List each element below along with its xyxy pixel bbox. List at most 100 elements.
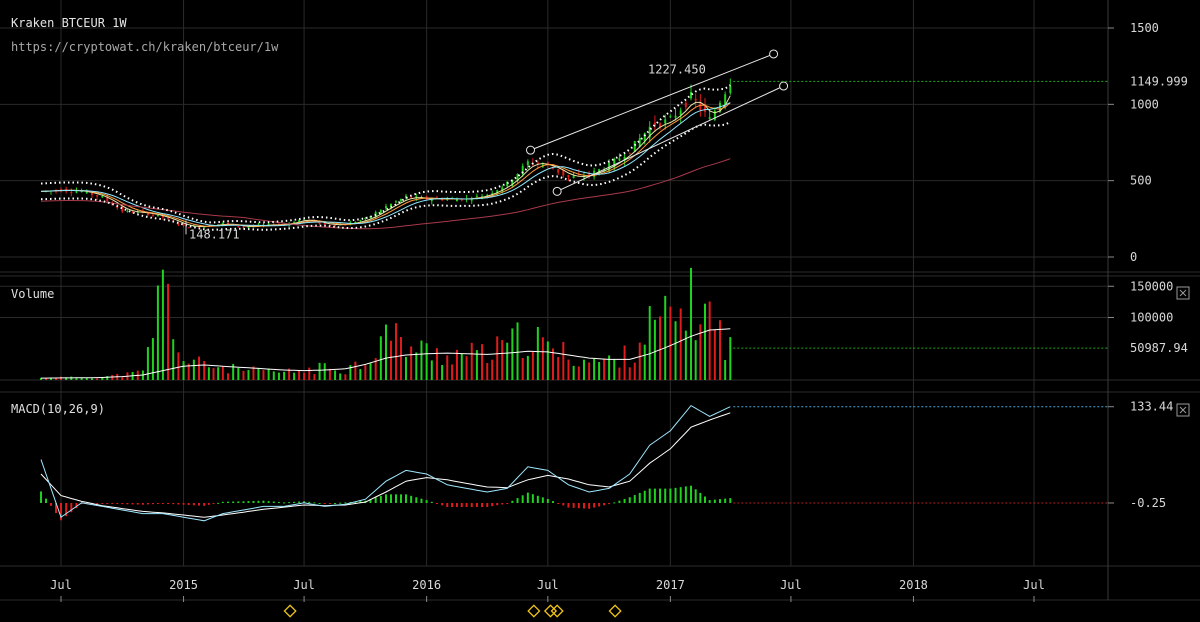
macd-histogram-bar xyxy=(339,502,342,504)
price-candle xyxy=(664,119,667,124)
macd-histogram-bar xyxy=(359,501,362,503)
macd-histogram-bar xyxy=(394,494,397,503)
event-markers[interactable] xyxy=(283,604,622,618)
price-candle xyxy=(75,191,78,193)
price-candle xyxy=(344,224,347,226)
macd-histogram-bar xyxy=(106,502,109,504)
macd-histogram-bar xyxy=(379,495,382,503)
volume-bar xyxy=(435,348,438,380)
macd-histogram-bar xyxy=(475,502,478,508)
macd-histogram-bar xyxy=(648,488,651,503)
volume-bar xyxy=(187,363,190,380)
macd-histogram-bar xyxy=(334,502,337,504)
macd-histogram-bar xyxy=(121,502,124,505)
chart-url[interactable]: https://cryptowat.ch/kraken/btceur/1w xyxy=(11,40,279,54)
macd-histogram-bar xyxy=(374,497,377,503)
volume-bar xyxy=(85,378,88,380)
event-marker-icon[interactable] xyxy=(543,604,558,618)
macd-histogram-bar xyxy=(252,500,255,503)
price-candle xyxy=(379,210,382,214)
price-candle xyxy=(669,116,672,118)
event-marker-icon[interactable] xyxy=(608,604,622,618)
macd-histogram-bar xyxy=(531,494,534,503)
volume-bar xyxy=(451,364,454,380)
volume-marks xyxy=(40,267,1108,380)
macd-histogram-bar xyxy=(441,502,444,506)
volume-bar xyxy=(298,370,301,380)
volume-bar xyxy=(369,363,372,380)
price-candle xyxy=(242,226,245,228)
price-candle xyxy=(713,110,716,120)
macd-histogram-bar xyxy=(713,499,716,503)
macd-histogram-bar xyxy=(465,502,468,508)
macd-histogram-bar xyxy=(308,501,311,503)
event-marker-icon[interactable] xyxy=(283,604,297,618)
macd-panel[interactable]: MACD(10,26,9) 133.44 -0.25 xyxy=(11,400,1190,522)
volume-bar xyxy=(318,362,321,380)
price-candle xyxy=(674,115,677,118)
macd-histogram-bar xyxy=(718,499,721,503)
macd-histogram-bar xyxy=(704,496,707,503)
volume-bar xyxy=(267,368,270,380)
macd-marks xyxy=(40,404,1114,522)
volume-bar xyxy=(643,344,646,380)
volume-bar xyxy=(633,362,636,380)
macd-histogram-bar xyxy=(272,501,275,503)
grid-lines xyxy=(0,0,1200,601)
volume-panel[interactable]: Volume 50987.94 100000 150000 xyxy=(11,267,1190,380)
macd-histogram-bar xyxy=(101,502,104,504)
price-candle xyxy=(101,196,104,198)
price-candle xyxy=(187,227,190,229)
event-marker-icon[interactable] xyxy=(550,604,564,618)
volume-bar xyxy=(460,353,463,380)
price-candle xyxy=(237,226,240,228)
event-marker-icon[interactable] xyxy=(527,604,541,618)
volume-bar xyxy=(475,350,478,380)
macd-histogram-bar xyxy=(111,502,114,504)
macd-histogram-bar xyxy=(516,498,519,503)
macd-histogram-bar xyxy=(577,502,580,509)
macd-last-label: 133.44 xyxy=(1130,400,1173,414)
macd-histogram-bar xyxy=(323,502,326,504)
price-candle xyxy=(85,191,88,194)
volume-bar xyxy=(101,377,104,380)
volume-bar xyxy=(577,366,580,380)
macd-histogram-bar xyxy=(694,489,697,503)
price-candle xyxy=(151,214,154,216)
volume-bar xyxy=(399,336,402,380)
price-candle xyxy=(404,195,407,198)
price-candle xyxy=(313,220,316,222)
price-candle xyxy=(247,226,250,228)
macd-histogram-bar xyxy=(136,502,139,505)
volume-bar xyxy=(288,368,291,380)
macd-histogram-bar xyxy=(257,500,260,503)
price-panel[interactable]: Kraken BTCEUR 1W https://cryptowat.ch/kr… xyxy=(11,16,1188,264)
price-candle xyxy=(106,196,109,202)
macd-histogram-bar xyxy=(192,502,195,506)
price-candle xyxy=(588,172,591,175)
macd-histogram-bar xyxy=(451,502,454,508)
volume-bar xyxy=(588,362,591,380)
price-candle xyxy=(96,195,99,197)
price-tick-label: 1000 xyxy=(1130,97,1159,111)
volume-bar xyxy=(623,345,626,380)
macd-histogram-bar xyxy=(70,502,73,513)
macd-close-icon[interactable] xyxy=(1176,403,1190,417)
price-candle xyxy=(318,220,321,225)
macd-histogram-bar xyxy=(277,501,280,503)
price-candle xyxy=(603,169,606,171)
volume-close-icon[interactable] xyxy=(1176,286,1190,300)
volume-bar xyxy=(628,367,631,380)
volume-bar xyxy=(546,341,549,380)
volume-bar xyxy=(303,372,306,380)
volume-bar xyxy=(562,341,565,380)
volume-bar xyxy=(618,367,621,380)
price-candle xyxy=(455,199,458,202)
price-candle xyxy=(613,159,616,168)
price-candle xyxy=(638,138,641,147)
volume-bar xyxy=(679,308,682,380)
volume-bar xyxy=(192,359,195,380)
volume-bar xyxy=(156,285,159,380)
macd-histogram-bar xyxy=(328,502,331,504)
